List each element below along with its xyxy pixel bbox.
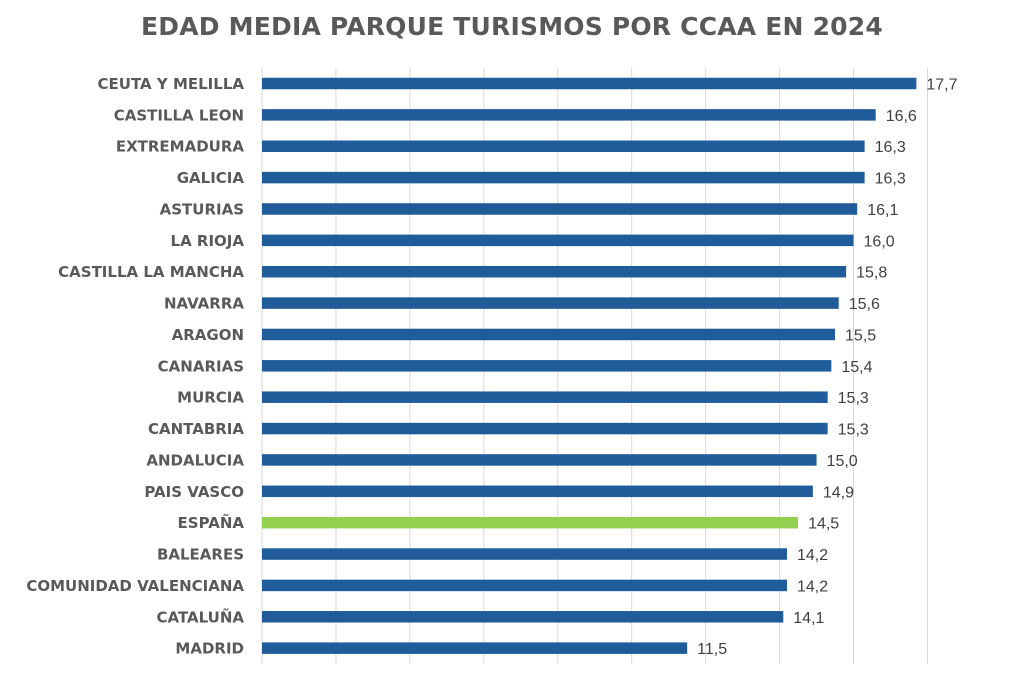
category-label: ARAGON <box>172 326 244 344</box>
data-label: 15,0 <box>827 453 858 470</box>
data-label: 14,2 <box>797 578 828 595</box>
bar <box>262 265 847 278</box>
data-label: 14,9 <box>823 484 854 501</box>
bar <box>262 109 876 121</box>
data-label: 11,5 <box>697 641 727 658</box>
category-label: ANDALUCIA <box>146 451 244 469</box>
category-label: GALICIA <box>177 169 245 187</box>
bar <box>262 328 836 341</box>
data-label: 15,8 <box>856 265 887 282</box>
category-label: MADRID <box>175 640 244 658</box>
data-label: 16,6 <box>886 108 917 125</box>
data-label: 16,3 <box>875 139 906 156</box>
category-label: MURCIA <box>177 389 244 407</box>
category-label: CASTILLA LA MANCHA <box>58 263 244 281</box>
category-label: ESPAÑA <box>178 513 245 532</box>
data-label: 15,3 <box>838 422 869 439</box>
category-label: CATALUÑA <box>157 607 245 626</box>
data-label: 15,4 <box>841 359 872 376</box>
bar <box>262 360 832 372</box>
data-label: 15,5 <box>845 327 876 344</box>
bar <box>262 516 799 529</box>
bar <box>262 140 865 152</box>
category-labels: CEUTA Y MELILLA CASTILLA LEON EXTREMADURA G… <box>26 75 244 658</box>
data-label: 16,1 <box>867 202 898 219</box>
category-label: LA RIOJA <box>171 232 245 250</box>
data-label: 15,6 <box>849 296 880 313</box>
bar <box>262 454 817 466</box>
bar <box>262 579 787 592</box>
category-label: CANTABRIA <box>148 420 244 438</box>
bar <box>262 234 854 247</box>
bar <box>262 642 688 654</box>
data-label: 14,1 <box>793 610 824 627</box>
value-labels: 17,7 16,6 16,3 16,3 16,1 16,0 15,8 15,6 15,5 15,4… <box>697 77 957 659</box>
category-label: NAVARRA <box>164 295 244 313</box>
bar <box>262 422 828 435</box>
data-label: 14,2 <box>797 547 828 564</box>
category-label: CASTILLA LEON <box>114 106 244 124</box>
data-label: 16,0 <box>864 233 895 250</box>
bar <box>262 391 828 403</box>
data-label: 14,5 <box>808 516 839 533</box>
data-label: 16,3 <box>875 171 906 188</box>
bar <box>262 171 865 184</box>
bar <box>262 203 858 215</box>
bar <box>262 485 813 498</box>
bar <box>262 297 839 309</box>
data-label: 17,7 <box>926 77 957 94</box>
bar <box>262 77 917 90</box>
category-label: EXTREMADURA <box>116 138 245 156</box>
category-label: CEUTA Y MELILLA <box>98 75 245 93</box>
bar <box>262 548 787 560</box>
data-label: 15,3 <box>838 390 869 407</box>
category-label: PAIS VASCO <box>144 483 244 501</box>
category-label: COMUNIDAD VALENCIANA <box>26 577 244 595</box>
bar <box>262 611 784 623</box>
bars <box>262 77 917 654</box>
chart-title: EDAD MEDIA PARQUE TURISMOS POR CCAA EN 2… <box>141 12 883 41</box>
category-label: BALEARES <box>157 546 244 564</box>
category-label: CANARIAS <box>158 357 244 375</box>
category-label: ASTURIAS <box>160 200 244 218</box>
